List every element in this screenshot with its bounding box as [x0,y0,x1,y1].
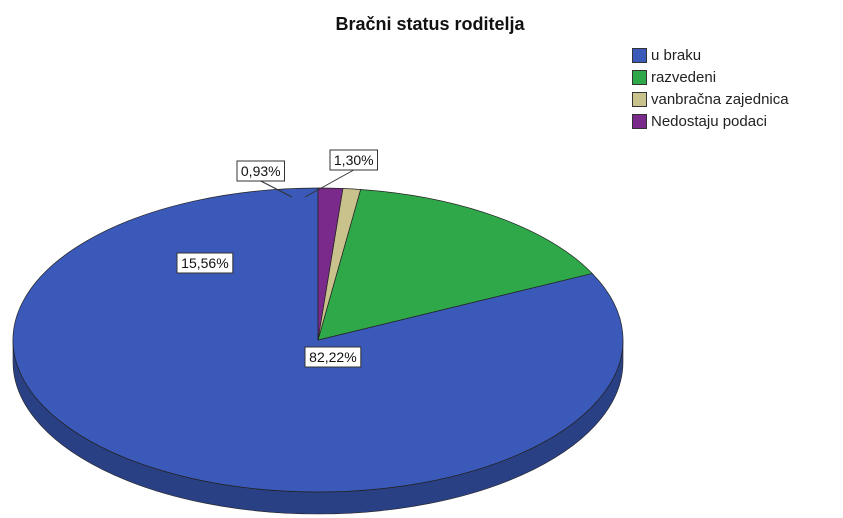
data-label-0: 82,22% [304,346,362,368]
leader-line-2 [260,180,293,198]
legend-item-vanbracna-zajednica: vanbračna zajednica [632,88,789,110]
legend-label: u braku [651,46,702,64]
legend-swatch [632,91,647,107]
legend-item-u-braku: u braku [632,44,789,66]
legend-label: razvedeni [651,68,717,86]
data-label-2: 0,93% [236,160,285,182]
svg-text:15,56%: 15,56% [181,255,228,271]
svg-text:82,22%: 82,22% [309,349,356,365]
legend-item-razvedeni: razvedeni [632,66,789,88]
legend-swatch [632,69,647,85]
pie-slice-1 [317,189,593,341]
data-label-3: 1,30% [329,149,378,171]
data-label-1: 15,56% [176,252,234,274]
legend-label: Nedostaju podaci [651,112,767,130]
svg-text:1,30%: 1,30% [334,152,374,168]
chart-legend: u braku razvedeni vanbračna zajednica Ne… [632,44,789,132]
legend-swatch [632,113,647,129]
legend-label: vanbračna zajednica [651,90,789,108]
pie-slice-3 [317,187,344,341]
svg-text:0,93%: 0,93% [241,163,281,179]
leader-line-3 [304,169,354,198]
chart-title: Bračni status roditelja [335,14,525,34]
legend-swatch [632,47,647,63]
legend-item-nedostaju-podaci: Nedostaju podaci [632,110,789,132]
